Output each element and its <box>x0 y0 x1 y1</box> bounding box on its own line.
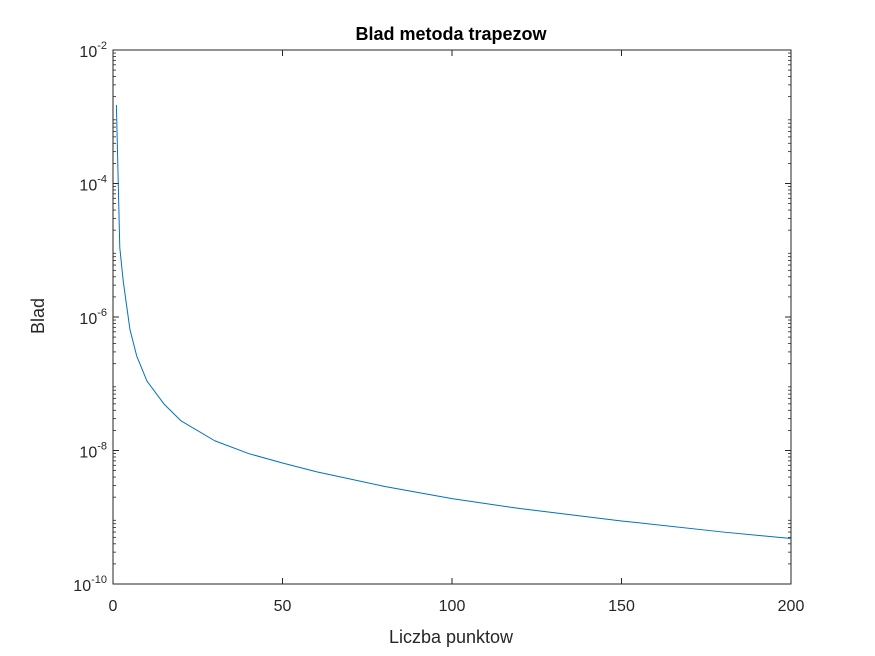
plot-area <box>112 49 792 585</box>
x-axis-label: Liczba punktow <box>389 627 514 647</box>
x-tick-label: 100 <box>439 598 466 615</box>
x-tick-label: 50 <box>274 598 292 615</box>
y-axis-label: Blad <box>28 298 48 334</box>
series-line <box>115 104 792 540</box>
y-tick-label: 10-8 <box>79 441 107 462</box>
y-tick-label: 10-6 <box>79 307 107 328</box>
axis-ticks: 0 50 100 150 200 10-10 10-8 10-6 10-4 10-2 <box>73 40 804 615</box>
series-layer <box>115 104 792 540</box>
x-tick-label: 200 <box>778 598 805 615</box>
x-tick-label: 150 <box>608 598 635 615</box>
y-tick-label: 10-4 <box>79 174 107 195</box>
x-tick-label: 0 <box>109 598 118 615</box>
y-tick-label: 10-2 <box>79 40 107 61</box>
chart-title: Blad metoda trapezow <box>355 24 547 44</box>
y-tick-label: 10-10 <box>73 574 107 595</box>
